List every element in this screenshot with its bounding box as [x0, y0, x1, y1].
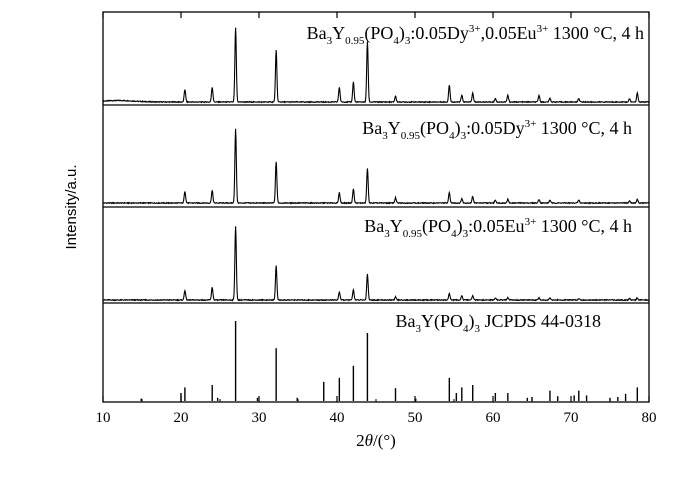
- panel-label-part: ): [399, 23, 405, 44]
- panel-label-part: ): [468, 311, 474, 332]
- panel-label-part: Ba: [362, 118, 382, 138]
- panel-label-part: Y: [332, 23, 345, 43]
- x-tick-label: 30: [252, 410, 267, 426]
- panel-label-part: 4: [393, 35, 399, 47]
- reference-pattern: [140, 321, 638, 401]
- panel-label-part: 4: [451, 228, 457, 240]
- panel-label-part: Y: [388, 118, 401, 138]
- x-tick-label: 40: [330, 410, 345, 426]
- panel-label-part: 3: [474, 323, 480, 335]
- panel-label: Ba3Y(PO4)3 JCPDS 44-0318: [395, 311, 601, 335]
- x-axis-label: 2θ/(°): [356, 431, 396, 450]
- series-layer: [102, 27, 650, 401]
- panel-label-part: (PO: [364, 23, 393, 44]
- panel-labels: Ba3Y0.95(PO4)3:0.05Dy3+,0.05Eu3+ 1300 °C…: [307, 23, 644, 335]
- panel-label-part: ): [455, 118, 461, 139]
- x-label-theta: θ: [365, 431, 373, 450]
- panel-label-part: 3: [327, 35, 333, 47]
- x-tick-label: 50: [408, 410, 423, 426]
- diffraction-pattern: [102, 226, 650, 302]
- panel-label-part: ,0.05Eu: [481, 23, 537, 43]
- panel-label: Ba3Y0.95(PO4)3:0.05Dy3+ 1300 °C, 4 h: [362, 118, 632, 142]
- panel-label-part: 3+: [525, 216, 537, 228]
- panel-label-part: 3: [382, 130, 388, 142]
- panel-label: Ba3Y0.95(PO4)3:0.05Dy3+,0.05Eu3+ 1300 °C…: [307, 23, 644, 47]
- plot-frame: [102, 11, 650, 403]
- panel-label-part: ): [457, 216, 463, 237]
- panel-label-conditions: JCPDS 44-0318: [480, 311, 601, 331]
- x-tick-label: 20: [174, 410, 189, 426]
- panel-label-part: 3+: [537, 23, 549, 35]
- x-tick-label: 60: [486, 410, 501, 426]
- panel-label-part: Ba: [364, 216, 384, 236]
- panel-label-part: 3: [384, 228, 390, 240]
- x-tick-label: 70: [564, 410, 579, 426]
- panel-label-part: :0.05Dy: [410, 23, 469, 43]
- x-tick-label: 10: [96, 410, 111, 426]
- x-label-unit: /(°): [373, 431, 396, 450]
- panel-label-part: Y: [390, 216, 403, 236]
- panel-label-conditions: 1300 °C, 4 h: [536, 118, 632, 138]
- panel-label-part: 3: [463, 228, 469, 240]
- panel-label-part: (PO: [422, 216, 451, 237]
- panel-label-part: (PO: [420, 118, 449, 139]
- x-axis: 10 20 30 40 50 60 70 80: [96, 12, 657, 426]
- panel-label: Ba3Y0.95(PO4)3:0.05Eu3+ 1300 °C, 4 h: [364, 216, 632, 240]
- panel-label-part: 0.95: [403, 228, 423, 240]
- panel-label-part: Ba: [307, 23, 327, 43]
- panel-label-part: 3: [461, 130, 467, 142]
- diffraction-pattern: [102, 27, 650, 104]
- panel-label-part: Ba: [395, 311, 415, 331]
- panel-label-part: 3+: [469, 23, 481, 35]
- panel-label-part: :0.05Dy: [466, 118, 525, 138]
- panel-label-part: Y(PO: [421, 311, 463, 332]
- panel-label-part: 3: [415, 323, 421, 335]
- x-tick-label: 80: [642, 410, 657, 426]
- panel-label-part: 3+: [525, 118, 537, 130]
- diffraction-pattern: [102, 128, 650, 205]
- panel-label-conditions: 1300 °C, 4 h: [536, 216, 632, 236]
- panel-label-part: 0.95: [401, 130, 421, 142]
- panel-label-part: 3: [405, 35, 411, 47]
- panel-label-part: 0.95: [345, 35, 365, 47]
- y-axis-label: Intensity/a.u.: [63, 164, 80, 249]
- x-label-prefix: 2: [356, 431, 365, 450]
- panel-label-part: :0.05Eu: [468, 216, 525, 236]
- panel-label-conditions: 1300 °C, 4 h: [548, 23, 644, 43]
- panel-label-part: 4: [463, 323, 469, 335]
- panel-separators: [103, 104, 649, 304]
- panel-label-part: 4: [449, 130, 455, 142]
